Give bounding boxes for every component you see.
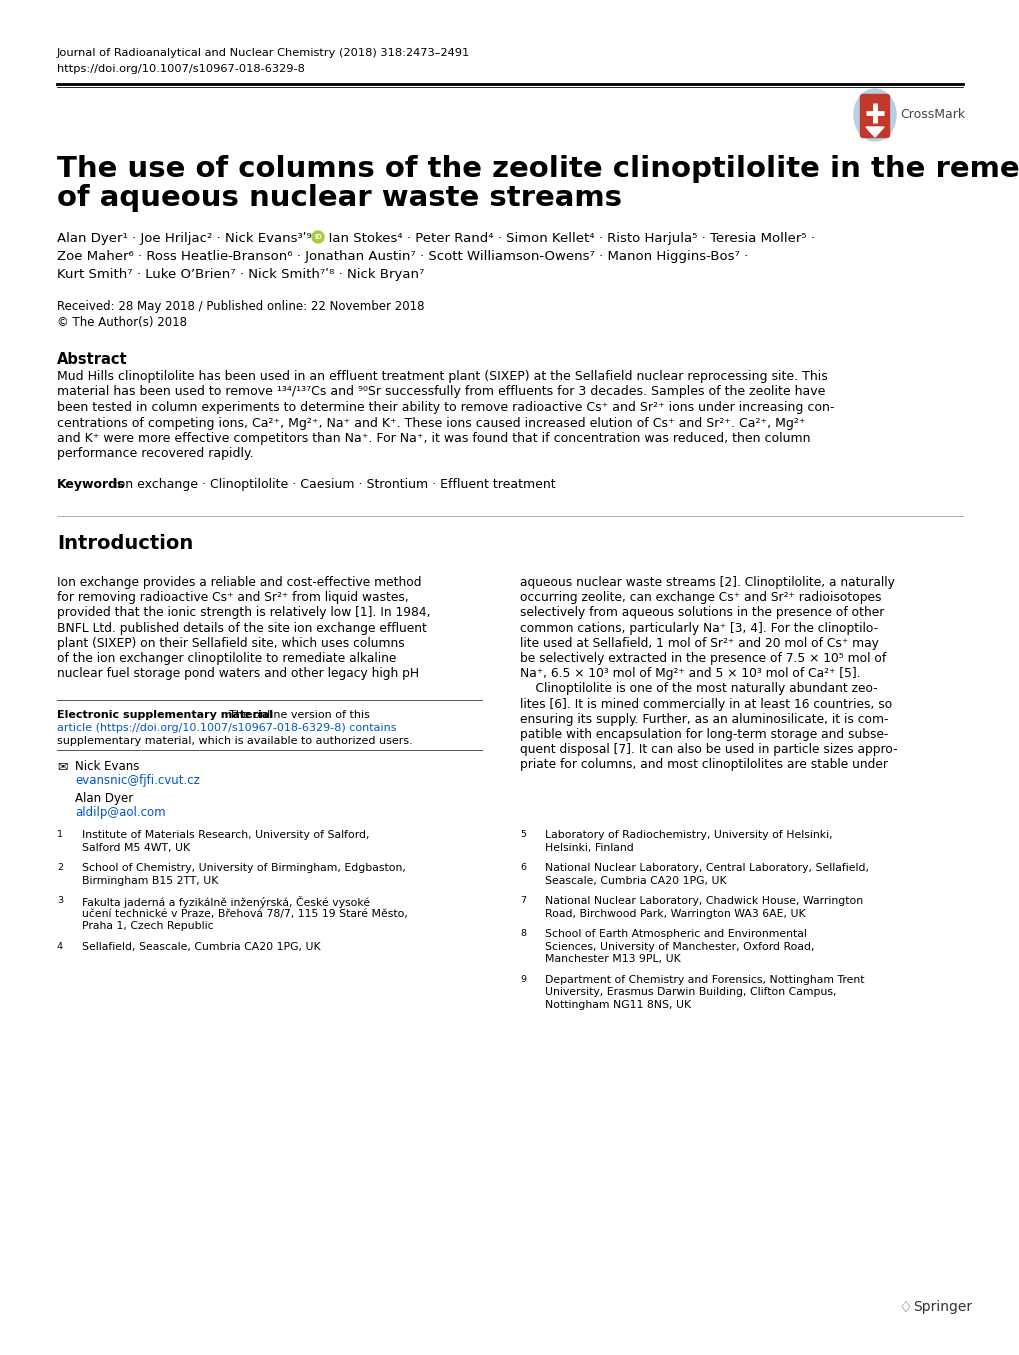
Text: ✉: ✉ — [57, 760, 67, 774]
Text: Ion exchange provides a reliable and cost-effective method: Ion exchange provides a reliable and cos… — [57, 576, 421, 589]
Text: Ion exchange · Clinoptilolite · Caesium · Strontium · Effluent treatment: Ion exchange · Clinoptilolite · Caesium … — [114, 478, 555, 491]
Text: 7: 7 — [520, 897, 526, 905]
Text: 6: 6 — [520, 863, 526, 873]
Text: The use of columns of the zeolite clinoptilolite in the remediation: The use of columns of the zeolite clinop… — [57, 154, 1019, 183]
Text: performance recovered rapidly.: performance recovered rapidly. — [57, 447, 254, 461]
Text: Sciences, University of Manchester, Oxford Road,: Sciences, University of Manchester, Oxfo… — [544, 942, 814, 953]
Text: Abstract: Abstract — [57, 352, 127, 367]
Text: be selectively extracted in the presence of 7.5 × 10⁵ mol of: be selectively extracted in the presence… — [520, 652, 886, 665]
Text: Introduction: Introduction — [57, 534, 193, 553]
Text: Road, Birchwood Park, Warrington WA3 6AE, UK: Road, Birchwood Park, Warrington WA3 6AE… — [544, 909, 805, 919]
Text: School of Earth Atmospheric and Environmental: School of Earth Atmospheric and Environm… — [544, 930, 806, 939]
Circle shape — [312, 230, 324, 243]
Text: Nick Evans: Nick Evans — [75, 760, 140, 774]
Text: of aqueous nuclear waste streams: of aqueous nuclear waste streams — [57, 184, 622, 211]
Text: selectively from aqueous solutions in the presence of other: selectively from aqueous solutions in th… — [520, 607, 883, 619]
Text: for removing radioactive Cs⁺ and Sr²⁺ from liquid wastes,: for removing radioactive Cs⁺ and Sr²⁺ fr… — [57, 591, 409, 604]
Text: Helsinki, Finland: Helsinki, Finland — [544, 843, 633, 852]
Text: lite used at Sellafield, 1 mol of Sr²⁺ and 20 mol of Cs⁺ may: lite used at Sellafield, 1 mol of Sr²⁺ a… — [520, 637, 878, 650]
Text: The online version of this: The online version of this — [222, 710, 370, 721]
Text: Praha 1, Czech Republic: Praha 1, Czech Republic — [82, 921, 213, 931]
Text: article (https://doi.org/10.1007/s10967-018-6329-8) contains: article (https://doi.org/10.1007/s10967-… — [57, 724, 396, 733]
Text: priate for columns, and most clinoptilolites are stable under: priate for columns, and most clinoptilol… — [520, 759, 888, 771]
Ellipse shape — [853, 89, 895, 141]
Text: Alan Dyer¹ · Joe Hriljac² · Nick Evans³ʹ⁹  · Ian Stokes⁴ · Peter Rand⁴ · Simon K: Alan Dyer¹ · Joe Hriljac² · Nick Evans³ʹ… — [57, 232, 814, 245]
Text: Kurt Smith⁷ · Luke O’Brien⁷ · Nick Smith⁷ʹ⁸ · Nick Bryan⁷: Kurt Smith⁷ · Luke O’Brien⁷ · Nick Smith… — [57, 268, 424, 280]
Text: National Nuclear Laboratory, Central Laboratory, Sellafield,: National Nuclear Laboratory, Central Lab… — [544, 863, 868, 874]
Text: 2: 2 — [57, 863, 63, 873]
Text: Alan Dyer: Alan Dyer — [75, 793, 133, 805]
Text: University, Erasmus Darwin Building, Clifton Campus,: University, Erasmus Darwin Building, Cli… — [544, 988, 836, 997]
Polygon shape — [865, 127, 883, 137]
Text: Electronic supplementary material: Electronic supplementary material — [57, 710, 273, 721]
Text: 9: 9 — [520, 974, 526, 984]
Text: evansnic@fjfi.cvut.cz: evansnic@fjfi.cvut.cz — [75, 775, 200, 787]
Text: Mud Hills clinoptilolite has been used in an effluent treatment plant (SIXEP) at: Mud Hills clinoptilolite has been used i… — [57, 370, 827, 383]
Text: supplementary material, which is available to authorized users.: supplementary material, which is availab… — [57, 736, 413, 747]
Text: quent disposal [7]. It can also be used in particle sizes appro-: quent disposal [7]. It can also be used … — [520, 743, 897, 756]
Text: of the ion exchanger clinoptilolite to remediate alkaline: of the ion exchanger clinoptilolite to r… — [57, 652, 396, 665]
Text: Clinoptilolite is one of the most naturally abundant zeo-: Clinoptilolite is one of the most natura… — [520, 683, 877, 695]
Text: Springer: Springer — [912, 1299, 971, 1314]
Text: Sellafield, Seascale, Cumbria CA20 1PG, UK: Sellafield, Seascale, Cumbria CA20 1PG, … — [82, 942, 320, 953]
Text: 3: 3 — [57, 897, 63, 905]
Text: patible with encapsulation for long-term storage and subse-: patible with encapsulation for long-term… — [520, 728, 888, 741]
Text: common cations, particularly Na⁺ [3, 4]. For the clinoptilo-: common cations, particularly Na⁺ [3, 4].… — [520, 622, 877, 634]
Text: School of Chemistry, University of Birmingham, Edgbaston,: School of Chemistry, University of Birmi… — [82, 863, 406, 874]
Text: Nottingham NG11 8NS, UK: Nottingham NG11 8NS, UK — [544, 1000, 691, 1009]
Text: © The Author(s) 2018: © The Author(s) 2018 — [57, 316, 186, 329]
Text: aqueous nuclear waste streams [2]. Clinoptilolite, a naturally: aqueous nuclear waste streams [2]. Clino… — [520, 576, 894, 589]
Text: iD: iD — [314, 234, 322, 240]
Text: Na⁺, 6.5 × 10³ mol of Mg²⁺ and 5 × 10³ mol of Ca²⁺ [5].: Na⁺, 6.5 × 10³ mol of Mg²⁺ and 5 × 10³ m… — [520, 667, 860, 680]
Text: Institute of Materials Research, University of Salford,: Institute of Materials Research, Univers… — [82, 831, 369, 840]
Text: Received: 28 May 2018 / Published online: 22 November 2018: Received: 28 May 2018 / Published online… — [57, 299, 424, 313]
Text: plant (SIXEP) on their Sellafield site, which uses columns: plant (SIXEP) on their Sellafield site, … — [57, 637, 405, 650]
FancyBboxPatch shape — [860, 95, 889, 137]
Text: 4: 4 — [57, 942, 63, 951]
Text: BNFL Ltd. published details of the site ion exchange effluent: BNFL Ltd. published details of the site … — [57, 622, 427, 634]
Text: National Nuclear Laboratory, Chadwick House, Warrington: National Nuclear Laboratory, Chadwick Ho… — [544, 897, 862, 906]
Text: Journal of Radioanalytical and Nuclear Chemistry (2018) 318:2473–2491: Journal of Radioanalytical and Nuclear C… — [57, 47, 470, 58]
Text: ensuring its supply. Further, as an aluminosilicate, it is com-: ensuring its supply. Further, as an alum… — [520, 713, 888, 726]
Text: učení technické v Praze, Břehová 78/7, 115 19 Staré Město,: učení technické v Praze, Břehová 78/7, 1… — [82, 909, 408, 919]
Text: nuclear fuel storage pond waters and other legacy high pH: nuclear fuel storage pond waters and oth… — [57, 667, 419, 680]
Text: Manchester M13 9PL, UK: Manchester M13 9PL, UK — [544, 954, 680, 965]
Text: ♢: ♢ — [898, 1299, 911, 1314]
Text: Salford M5 4WT, UK: Salford M5 4WT, UK — [82, 843, 190, 852]
Text: 8: 8 — [520, 930, 526, 939]
Text: https://doi.org/10.1007/s10967-018-6329-8: https://doi.org/10.1007/s10967-018-6329-… — [57, 64, 305, 75]
Text: Seascale, Cumbria CA20 1PG, UK: Seascale, Cumbria CA20 1PG, UK — [544, 875, 726, 886]
Text: CrossMark: CrossMark — [899, 108, 964, 122]
Text: Keywords: Keywords — [57, 478, 125, 491]
Text: provided that the ionic strength is relatively low [1]. In 1984,: provided that the ionic strength is rela… — [57, 607, 430, 619]
Text: Department of Chemistry and Forensics, Nottingham Trent: Department of Chemistry and Forensics, N… — [544, 974, 864, 985]
Text: Fakulta jaderná a fyzikálně inženýrská, České vysoké: Fakulta jaderná a fyzikálně inženýrská, … — [82, 897, 370, 908]
Text: Zoe Maher⁶ · Ross Heatlie-Branson⁶ · Jonathan Austin⁷ · Scott Williamson-Owens⁷ : Zoe Maher⁶ · Ross Heatlie-Branson⁶ · Jon… — [57, 251, 748, 263]
Text: been tested in column experiments to determine their ability to remove radioacti: been tested in column experiments to det… — [57, 401, 834, 415]
Text: centrations of competing ions, Ca²⁺, Mg²⁺, Na⁺ and K⁺. These ions caused increas: centrations of competing ions, Ca²⁺, Mg²… — [57, 416, 805, 430]
Text: occurring zeolite, can exchange Cs⁺ and Sr²⁺ radioisotopes: occurring zeolite, can exchange Cs⁺ and … — [520, 591, 880, 604]
Text: 5: 5 — [520, 831, 526, 839]
Text: and K⁺ were more effective competitors than Na⁺. For Na⁺, it was found that if c: and K⁺ were more effective competitors t… — [57, 432, 810, 444]
Text: Laboratory of Radiochemistry, University of Helsinki,: Laboratory of Radiochemistry, University… — [544, 831, 832, 840]
Text: material has been used to remove ¹³⁴/¹³⁷Cs and ⁹⁰Sr successfully from effluents : material has been used to remove ¹³⁴/¹³⁷… — [57, 386, 824, 398]
Text: aldilp@aol.com: aldilp@aol.com — [75, 806, 165, 820]
Text: Birmingham B15 2TT, UK: Birmingham B15 2TT, UK — [82, 875, 218, 886]
Text: 1: 1 — [57, 831, 63, 839]
Text: lites [6]. It is mined commercially in at least 16 countries, so: lites [6]. It is mined commercially in a… — [520, 698, 892, 710]
